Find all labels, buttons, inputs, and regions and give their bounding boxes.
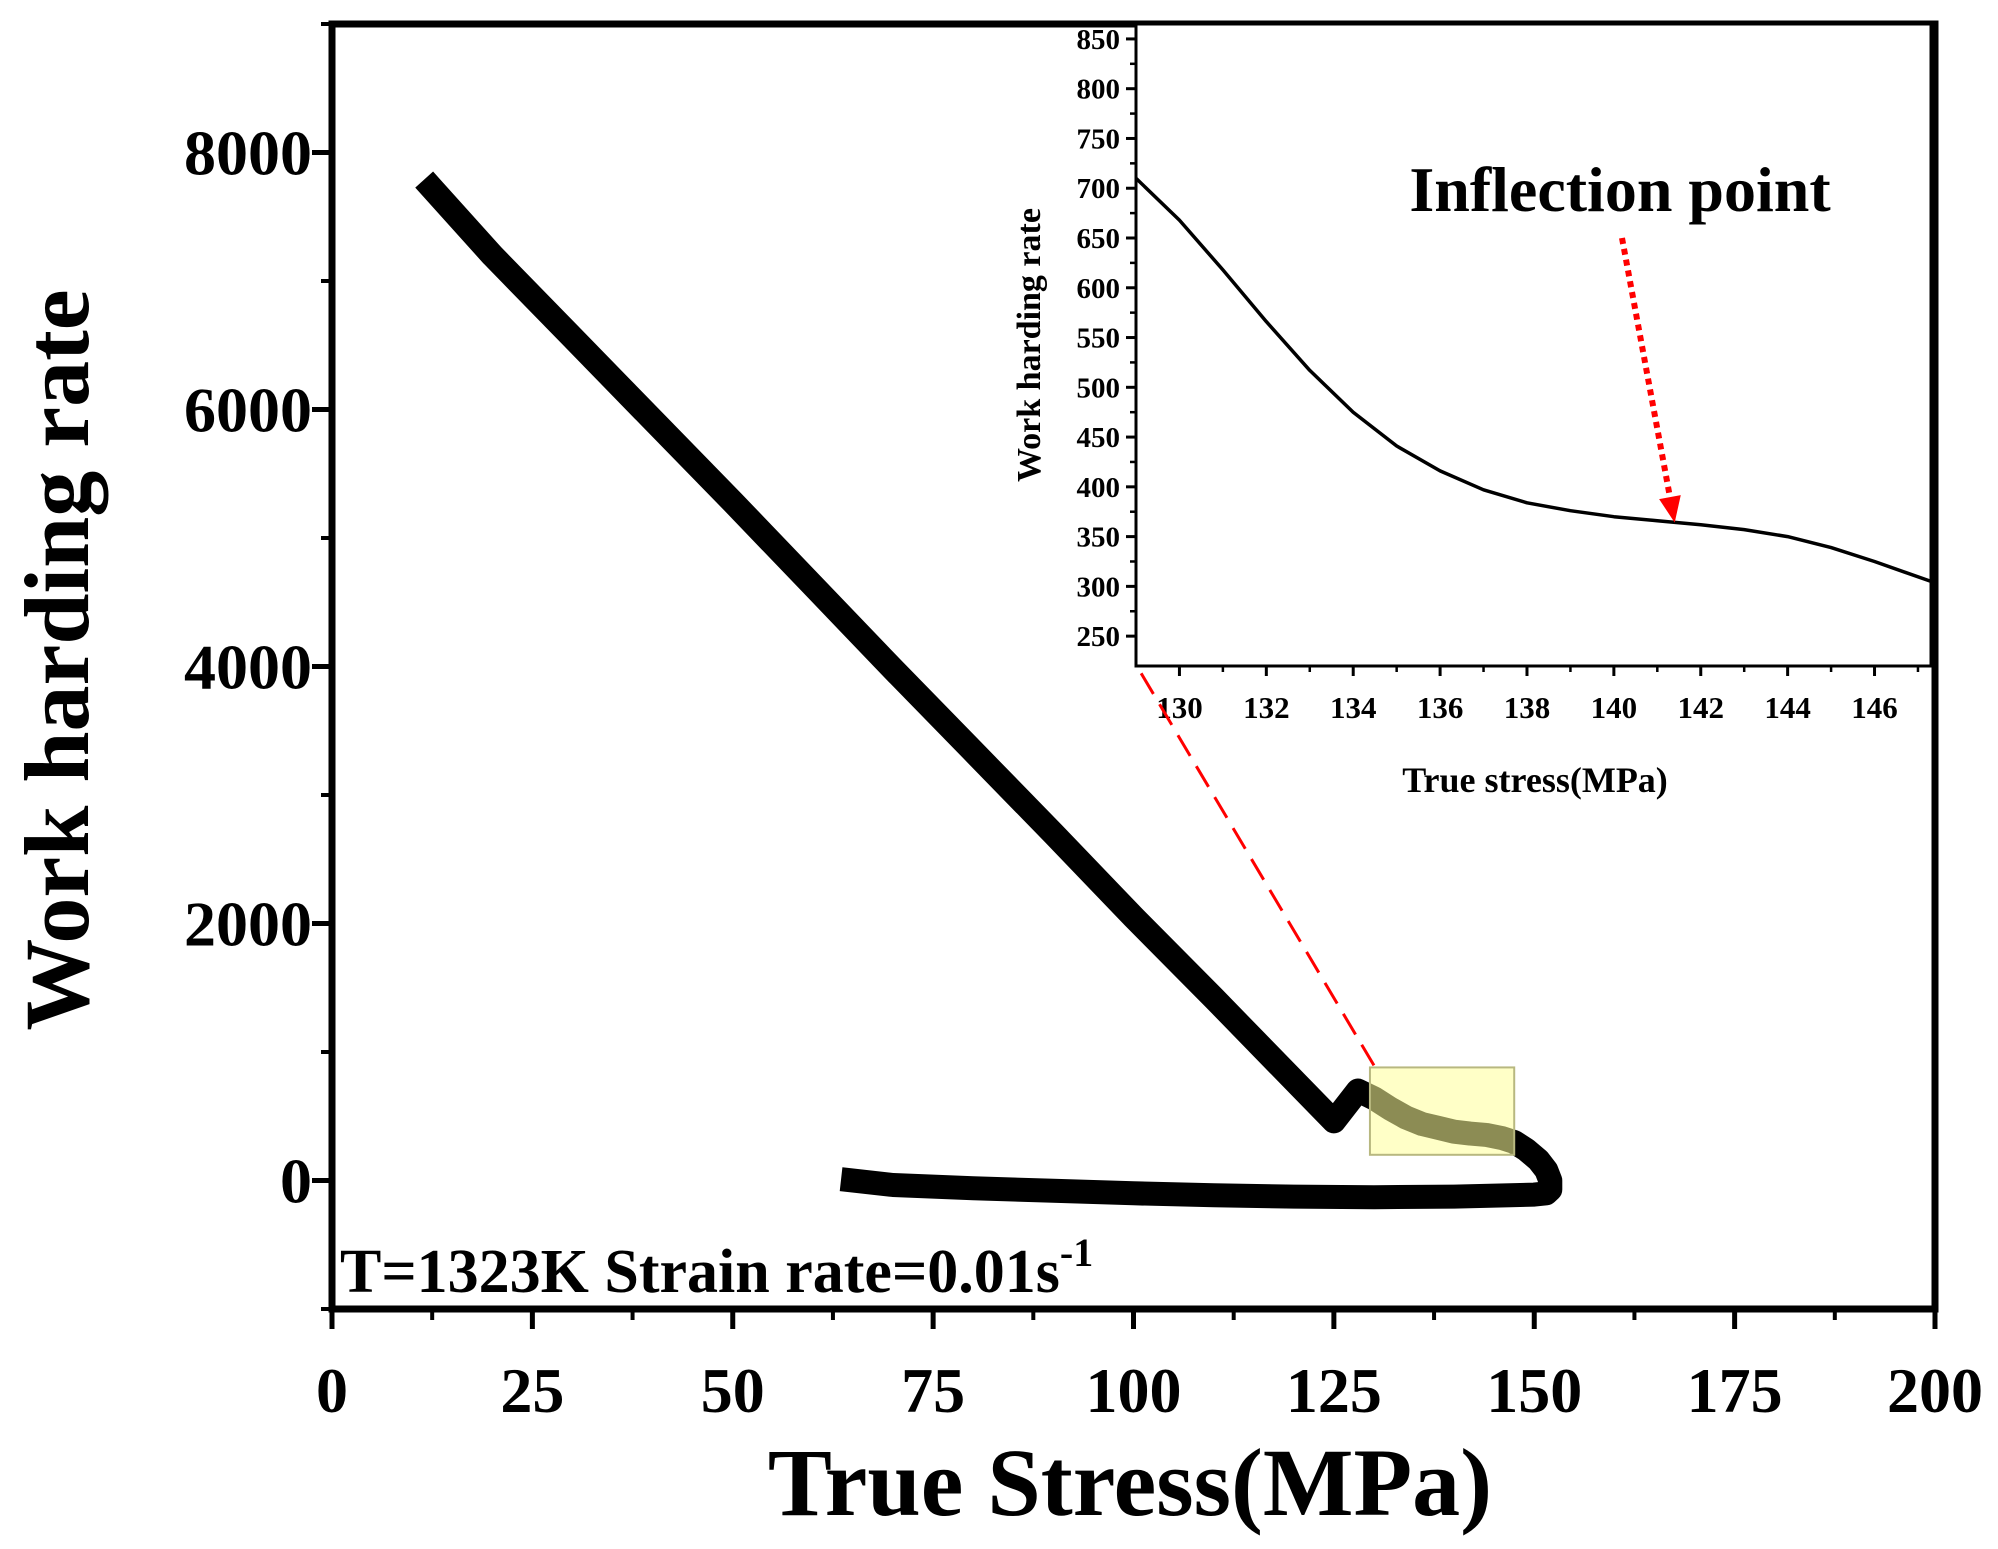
inset-x-tick-label: 140 <box>1591 690 1638 725</box>
main-x-tick-label: 75 <box>901 1355 965 1426</box>
inset-y-tick-label: 850 <box>1077 24 1121 56</box>
inset-y-axis-label: Work harding rate <box>1011 208 1048 482</box>
inset-x-tick-label: 144 <box>1764 690 1811 725</box>
inset-series-curve <box>1134 177 1932 584</box>
inset-x-tick-label: 134 <box>1330 690 1377 725</box>
main-y-axis-label: Work harding rate <box>6 289 108 1030</box>
condition-annotation-superscript: -1 <box>1060 1230 1093 1275</box>
inset-y-tick-label: 550 <box>1077 323 1121 355</box>
condition-annotation: T=1323K Strain rate=0.01s-1 <box>340 1230 1093 1306</box>
main-x-tick-label: 100 <box>1086 1355 1182 1426</box>
inset-x-tick-label: 142 <box>1678 690 1725 725</box>
condition-annotation-main: T=1323K Strain rate=0.01s <box>340 1238 1060 1306</box>
main-x-tick-label: 50 <box>701 1355 765 1426</box>
main-x-axis-label: True Stress(MPa) <box>768 1429 1492 1536</box>
inflection-point-label: Inflection point <box>1409 154 1831 225</box>
inset-y-tick-label: 600 <box>1077 273 1121 305</box>
inset-y-tick-label: 400 <box>1077 472 1121 504</box>
main-y-tick-label: 6000 <box>184 375 312 446</box>
inset-chart: 130 132 134 136 138 140 142 144 146 250 300 350 400… <box>1011 22 1933 800</box>
inset-y-ticks: 250 300 350 400 450 500 550 600 650 700 750 800 850 <box>1077 24 1136 653</box>
inset-y-tick-label: 800 <box>1077 74 1121 106</box>
main-x-tick-label: 125 <box>1286 1355 1382 1426</box>
inset-x-axis-label: True stress(MPa) <box>1402 760 1668 800</box>
main-x-tick-label: 175 <box>1687 1355 1783 1426</box>
inset-y-tick-label: 450 <box>1077 422 1121 454</box>
main-plot <box>415 171 1563 1210</box>
main-x-tick-label: 150 <box>1486 1355 1582 1426</box>
inflection-arrow-head <box>1659 495 1681 523</box>
main-y-tick-label: 8000 <box>184 118 312 189</box>
main-y-tick-label: 2000 <box>184 889 312 960</box>
inset-x-tick-label: 132 <box>1243 690 1290 725</box>
main-x-tick-label: 0 <box>316 1355 348 1426</box>
main-x-tick-label: 25 <box>500 1355 564 1426</box>
main-y-ticks: 0 2000 4000 6000 8000 <box>184 22 332 1311</box>
inset-y-tick-label: 650 <box>1077 223 1121 255</box>
highlight-region <box>1368 1066 1516 1156</box>
inset-y-tick-label: 300 <box>1077 571 1121 603</box>
main-x-tick-label: 200 <box>1887 1355 1983 1426</box>
inset-background <box>1136 24 1931 666</box>
inset-x-tick-label: 130 <box>1156 690 1203 725</box>
main-y-tick-label: 4000 <box>184 632 312 703</box>
inset-x-tick-label: 146 <box>1851 690 1898 725</box>
main-x-ticks: 0 25 50 75 100 125 150 175 200 <box>316 1309 1983 1426</box>
inset-x-ticks: 130 132 134 136 138 140 142 144 146 <box>1156 666 1920 725</box>
inset-x-tick-label: 136 <box>1417 690 1464 725</box>
inset-y-tick-label: 350 <box>1077 522 1121 554</box>
inset-y-tick-label: 700 <box>1077 173 1121 205</box>
inset-plot <box>1134 177 1932 584</box>
main-y-tick-label: 0 <box>280 1146 312 1217</box>
inset-y-tick-label: 500 <box>1077 372 1121 404</box>
inset-x-tick-label: 138 <box>1504 690 1551 725</box>
inset-plot-frame <box>1134 22 1933 668</box>
zoom-connector-line <box>1136 667 1376 1067</box>
inset-y-tick-label: 750 <box>1077 123 1121 155</box>
inset-y-tick-label: 250 <box>1077 621 1121 653</box>
